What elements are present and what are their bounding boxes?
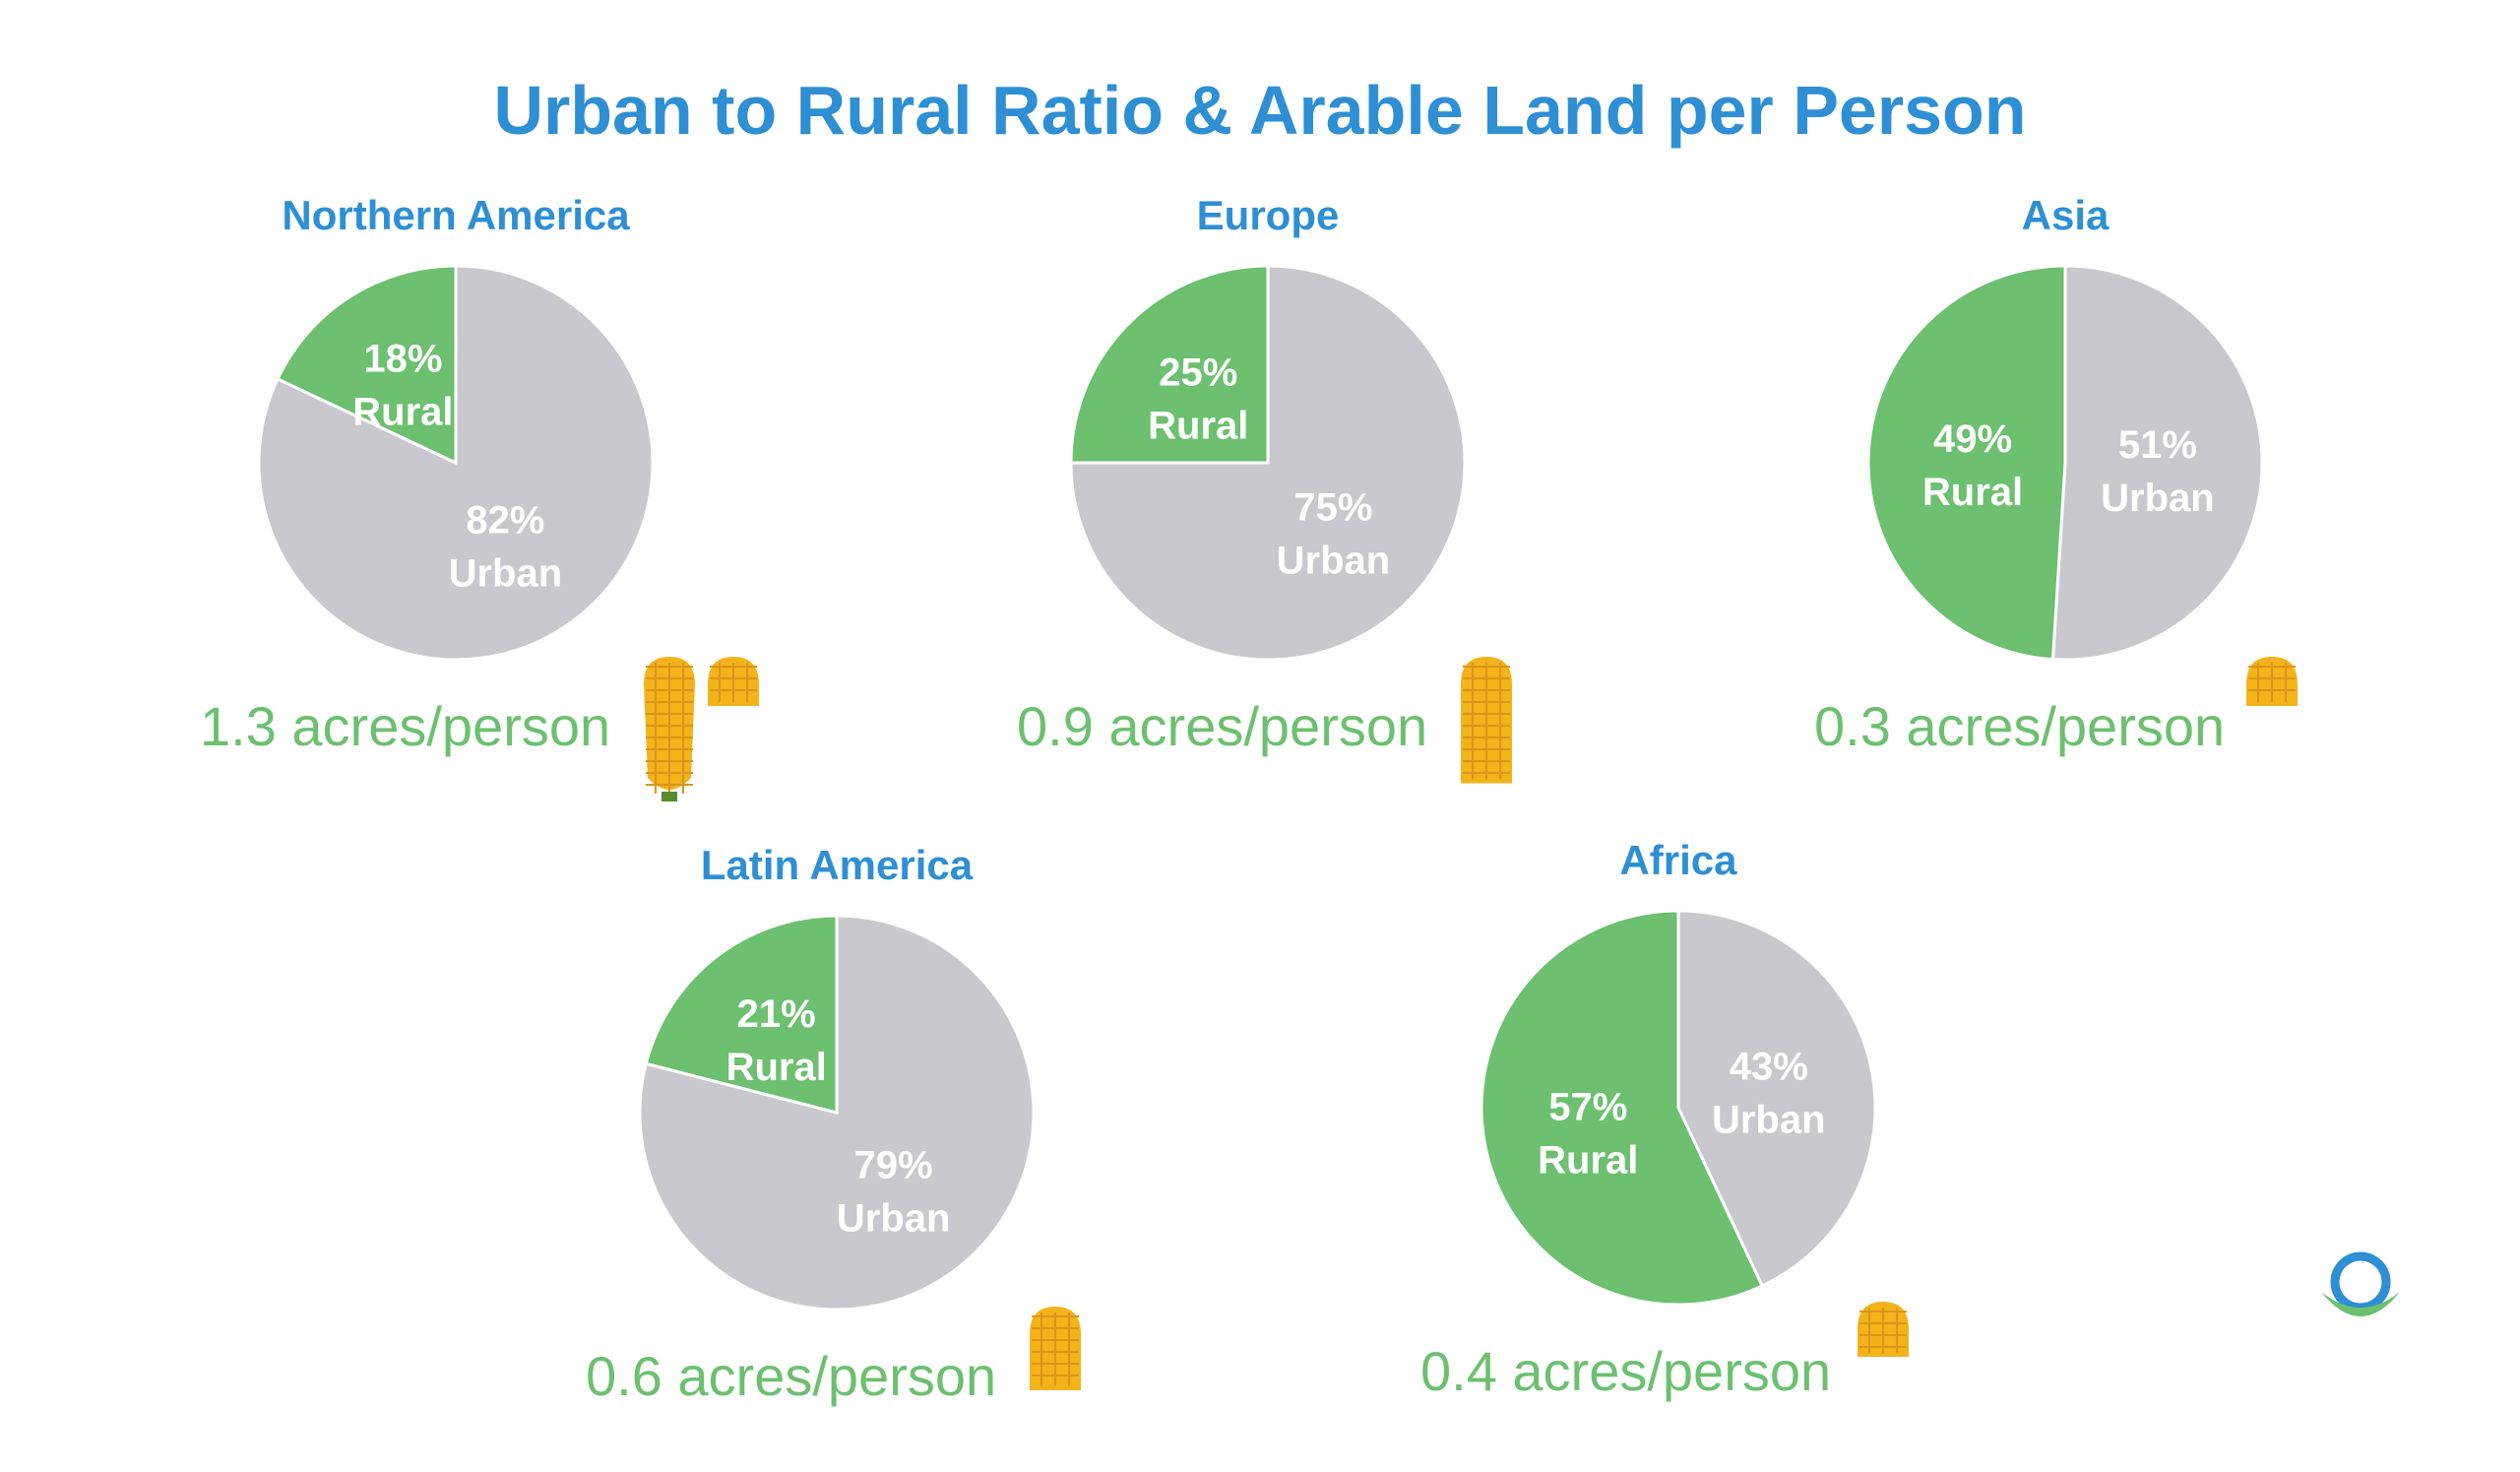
slice-label-rural: 18% Rural (352, 338, 453, 434)
slice-percent: 49% (1933, 417, 2012, 461)
slice-label-rural: 21% Rural (726, 992, 827, 1089)
slice-name: Rural (726, 1046, 827, 1089)
region-chart-asia: Asia 51% Urban 49% Rural 0.3 acres/person (1671, 192, 2459, 822)
slice-label-urban: 82% Urban (449, 498, 563, 595)
region-chart-africa: Africa 43% Urban 57% Rural 0.4 acres/person (1285, 837, 2072, 1467)
slice-percent: 25% (1159, 351, 1237, 394)
slice-percent: 18% (363, 338, 442, 381)
pie-slice-urban (1676, 909, 1877, 1288)
slice-name: Rural (1922, 471, 2023, 514)
pie-chart: 43% Urban 57% Rural (1480, 909, 1877, 1307)
arable-land-label: 0.3 acres/person (1814, 695, 2226, 757)
pie-slice-urban (2050, 264, 2264, 662)
pie-chart: 51% Urban 49% Rural (1866, 264, 2264, 662)
arable-land-label: 1.3 acres/person (200, 695, 611, 757)
region-title: Africa (1619, 837, 1737, 883)
region-title: Northern America (282, 192, 630, 238)
slice-percent: 82% (466, 498, 544, 542)
region-chart-northern-america: Northern America 82% Urban 18% Rural 1.3 ac… (62, 192, 850, 822)
slice-percent: 43% (1730, 1045, 1808, 1088)
pie-slice-rural (276, 264, 458, 466)
region-chart-latin-america: Latin America 79% Urban 21% Rural 0.6 acres… (443, 842, 1230, 1472)
slice-label-urban: 79% Urban (837, 1143, 951, 1240)
organization-logo-icon (2321, 1251, 2400, 1316)
corn-icon (1030, 1307, 1081, 1390)
corn-icon (2246, 657, 2298, 706)
slice-label-urban: 51% Urban (2101, 423, 2215, 520)
region-title: Asia (2021, 192, 2110, 238)
slice-name: Rural (1538, 1139, 1638, 1183)
slice-name: Rural (1148, 404, 1248, 447)
slice-name: Urban (1277, 539, 1391, 582)
slice-label-urban: 43% Urban (1712, 1045, 1826, 1141)
slice-label-rural: 49% Rural (1922, 417, 2023, 514)
pie-slice-rural (1480, 909, 1765, 1307)
pie-slice-rural (644, 914, 839, 1115)
slice-percent: 75% (1293, 485, 1372, 529)
pie-slice-urban (1069, 264, 1467, 662)
slice-name: Urban (449, 551, 563, 595)
pie-slice-rural (1069, 264, 1270, 465)
pie-chart: 82% Urban 18% Rural (257, 264, 655, 662)
corn-icon (1858, 1302, 1909, 1357)
slice-percent: 21% (737, 992, 816, 1036)
slice-percent: 51% (2118, 423, 2197, 467)
corn-icon (708, 657, 759, 706)
corn-stem (662, 792, 677, 801)
slice-label-urban: 75% Urban (1277, 485, 1391, 582)
pie-chart: 79% Urban 21% Rural (638, 914, 1036, 1312)
region-chart-europe: Europe 75% Urban 25% Rural 0.9 acres/person (874, 192, 1662, 822)
corn-icon (1461, 657, 1512, 784)
slice-name: Urban (2101, 477, 2215, 520)
slice-name: Urban (837, 1196, 951, 1240)
slice-label-rural: 57% Rural (1538, 1086, 1638, 1183)
region-title: Europe (1196, 192, 1340, 238)
slice-label-rural: 25% Rural (1148, 351, 1248, 447)
chart-title: Urban to Rural Ratio & Arable Land per P… (493, 72, 2027, 149)
region-title: Latin America (700, 842, 974, 888)
pie-chart: 75% Urban 25% Rural (1069, 264, 1467, 662)
pie-slice-rural (1866, 264, 2067, 662)
arable-land-label: 0.9 acres/person (1017, 695, 1428, 757)
arable-land-label: 0.4 acres/person (1420, 1340, 1832, 1402)
corn-icon (644, 657, 695, 801)
slice-name: Rural (352, 391, 453, 434)
slice-percent: 79% (854, 1143, 933, 1186)
slice-percent: 57% (1548, 1086, 1627, 1129)
arable-land-label: 0.6 acres/person (586, 1345, 997, 1407)
slice-name: Urban (1712, 1098, 1826, 1141)
